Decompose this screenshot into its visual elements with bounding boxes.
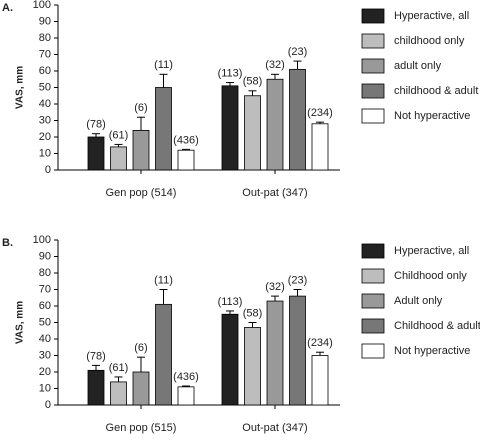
- bar: [221, 85, 239, 171]
- legend-swatch: [361, 343, 385, 359]
- legend-label: Hyperactive, all: [394, 245, 469, 257]
- count-label: (61): [109, 129, 129, 141]
- y-tick-label: 50: [39, 81, 51, 93]
- count-label: (234): [307, 107, 333, 119]
- count-label: (58): [243, 76, 263, 88]
- legend-swatch: [361, 243, 385, 259]
- legend-swatch: [361, 58, 385, 74]
- count-label: (32): [265, 59, 285, 71]
- bar: [221, 313, 239, 406]
- bar: [155, 87, 172, 171]
- y-tick-label: 10: [39, 147, 51, 159]
- bar: [132, 129, 150, 171]
- legend-label: Adult only: [394, 295, 443, 307]
- count-label: (58): [243, 307, 263, 319]
- legend-label: Not hyperactive: [394, 110, 470, 122]
- y-tick-label: 10: [39, 382, 51, 394]
- legend-label: Childhood & adult: [394, 320, 480, 332]
- bar: [87, 136, 105, 171]
- bar: [289, 295, 306, 406]
- y-tick-label: 70: [39, 283, 51, 295]
- y-tick-label: 30: [39, 114, 51, 126]
- y-axis-label: VAS, mm: [15, 301, 26, 344]
- bar: [289, 68, 306, 171]
- count-label: (11): [154, 59, 173, 71]
- x-tick-label: Gen pop (514): [106, 187, 177, 199]
- count-label: (78): [86, 350, 106, 362]
- count-label: (113): [218, 296, 243, 308]
- y-tick-label: 90: [39, 250, 51, 262]
- panel-label: B.: [2, 237, 13, 249]
- y-tick-label: 30: [39, 349, 51, 361]
- count-label: (32): [265, 281, 285, 293]
- y-axis-label: VAS, mm: [15, 66, 26, 109]
- count-label: (23): [288, 46, 308, 58]
- bar: [110, 146, 127, 171]
- bar: [311, 355, 329, 406]
- count-label: (11): [154, 274, 173, 286]
- bar: [266, 78, 284, 171]
- y-tick-label: 20: [39, 366, 51, 378]
- legend-swatch: [361, 318, 385, 334]
- y-tick-label: 100: [33, 234, 51, 246]
- count-label: (436): [173, 134, 199, 146]
- y-tick-label: 80: [39, 267, 51, 279]
- bar: [311, 123, 329, 171]
- x-tick-label: Out-pat (347): [242, 422, 307, 434]
- x-tick-label: Gen pop (515): [106, 422, 177, 434]
- count-label: (78): [86, 119, 106, 131]
- y-tick-label: 90: [39, 15, 51, 27]
- legend-label: Hyperactive, all: [394, 10, 469, 22]
- count-label: (61): [109, 362, 129, 374]
- y-tick-label: 60: [39, 65, 51, 77]
- count-label: (436): [173, 371, 199, 383]
- bar: [110, 381, 127, 406]
- y-tick-label: 0: [45, 164, 51, 176]
- y-tick-label: 100: [33, 0, 51, 11]
- panel-label: A.: [2, 2, 13, 14]
- y-tick-label: 20: [39, 131, 51, 143]
- legend-label: childhood & adult: [394, 85, 478, 97]
- y-tick-label: 80: [39, 32, 51, 44]
- legend-label: Not hyperactive: [394, 345, 470, 357]
- y-tick-label: 40: [39, 333, 51, 345]
- legend-swatch: [361, 108, 385, 124]
- bar: [87, 369, 105, 406]
- legend-label: childhood only: [394, 35, 465, 47]
- bar: [244, 327, 261, 406]
- count-label: (234): [307, 337, 333, 349]
- count-label: (6): [134, 342, 147, 354]
- y-tick-label: 40: [39, 98, 51, 110]
- count-label: (113): [218, 67, 243, 79]
- y-tick-label: 50: [39, 316, 51, 328]
- bar: [132, 371, 150, 406]
- bar: [177, 149, 195, 171]
- bar: [244, 95, 261, 171]
- x-tick-label: Out-pat (347): [242, 187, 307, 199]
- legend-label: adult only: [394, 60, 442, 72]
- legend-swatch: [361, 8, 385, 24]
- y-tick-label: 0: [45, 399, 51, 411]
- y-tick-label: 60: [39, 300, 51, 312]
- count-label: (23): [288, 274, 308, 286]
- bar: [155, 303, 172, 406]
- bar: [266, 300, 284, 406]
- legend-swatch: [361, 268, 385, 284]
- legend-swatch: [361, 33, 385, 49]
- legend-swatch: [361, 293, 385, 309]
- y-tick-label: 70: [39, 48, 51, 60]
- bar: [177, 386, 195, 406]
- legend-label: Childhood only: [394, 270, 467, 282]
- legend-swatch: [361, 83, 385, 99]
- count-label: (6): [134, 102, 147, 114]
